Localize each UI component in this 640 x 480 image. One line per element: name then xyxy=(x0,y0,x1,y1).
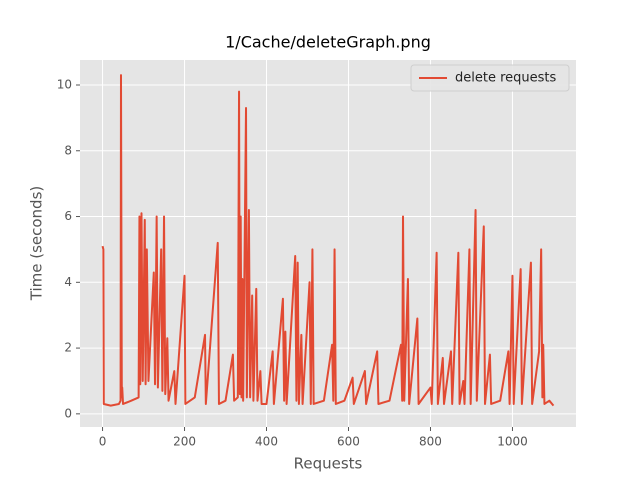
y-axis-label: Time (seconds) xyxy=(28,186,46,302)
chart-title: 1/Cache/deleteGraph.png xyxy=(225,33,431,52)
x-tick-label: 0 xyxy=(99,435,107,449)
x-tick-label: 400 xyxy=(255,435,278,449)
x-tick-label: 1000 xyxy=(497,435,528,449)
x-tick-label: 800 xyxy=(419,435,442,449)
y-tick-label: 2 xyxy=(64,341,72,355)
y-tick-label: 4 xyxy=(64,275,72,289)
y-tick-label: 8 xyxy=(64,143,72,157)
data-line xyxy=(101,74,555,407)
y-tick-label: 10 xyxy=(57,77,72,91)
x-tick-label: 600 xyxy=(337,435,360,449)
y-tick-label: 6 xyxy=(64,209,72,223)
legend-label: delete requests xyxy=(455,71,557,86)
y-tick-label: 0 xyxy=(64,406,72,420)
x-tick-label: 200 xyxy=(173,435,196,449)
x-axis-label: Requests xyxy=(294,455,363,473)
legend-box xyxy=(410,64,570,92)
